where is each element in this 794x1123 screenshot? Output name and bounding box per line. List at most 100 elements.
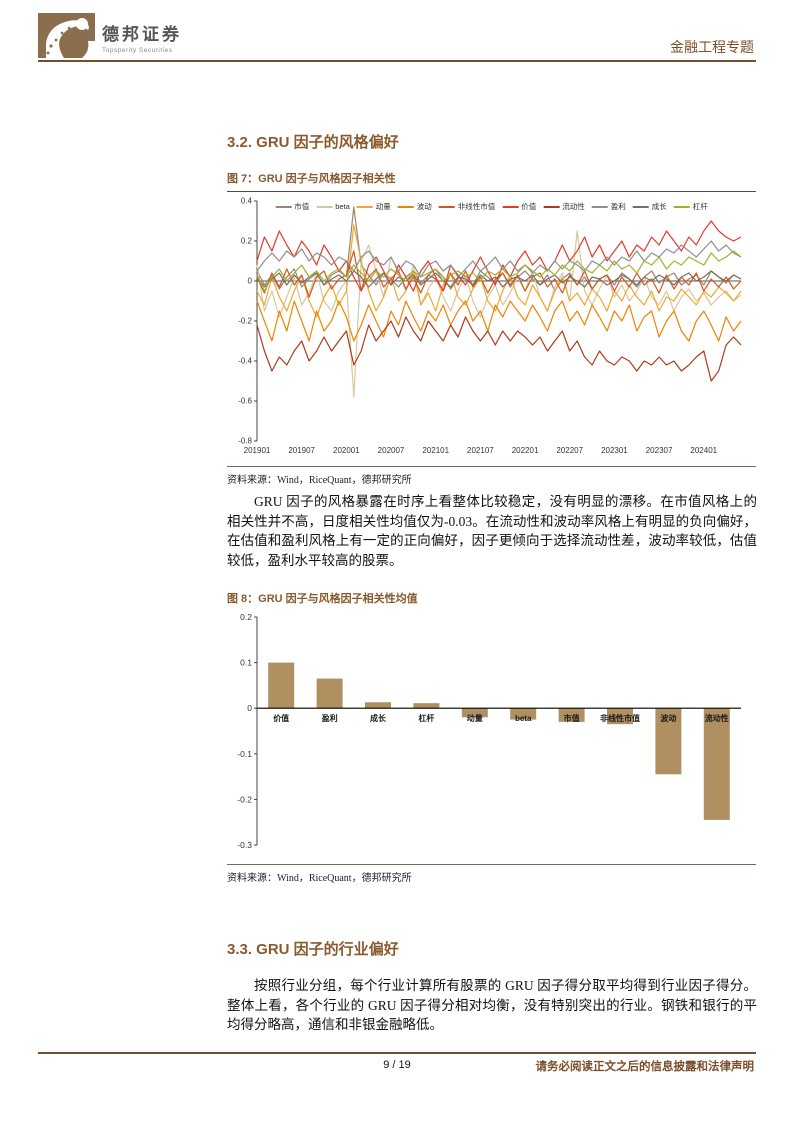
svg-text:0.4: 0.4 <box>241 197 253 206</box>
figure7-caption-rule <box>227 191 756 192</box>
legend-swatch <box>438 205 455 208</box>
svg-text:202401: 202401 <box>690 446 717 455</box>
svg-text:杠杆: 杠杆 <box>418 713 434 723</box>
svg-text:波动: 波动 <box>660 713 676 723</box>
svg-text:非线性市值: 非线性市值 <box>600 713 640 723</box>
figure8-source-rule <box>227 864 756 865</box>
legend-swatch <box>632 205 649 208</box>
series-动量 <box>256 224 742 318</box>
svg-text:-0.6: -0.6 <box>238 397 252 406</box>
svg-text:流动性: 流动性 <box>705 713 729 723</box>
figure7-legend: 市值 beta 动量 波动 非线性市值 价值 流动性 盈利 成长 杠杆 <box>275 201 708 212</box>
legend-label: 成长 <box>651 202 667 211</box>
section-3-3-paragraph: 按照行业分组，每个行业计算所有股票的 GRU 因子得分取平均得到行业因子得分。整… <box>227 978 757 1032</box>
legend-item: 市值 <box>275 201 309 212</box>
legend-item: 波动 <box>397 201 432 212</box>
svg-text:动量: 动量 <box>467 713 483 723</box>
series-市值 <box>256 206 742 292</box>
svg-text:-0.2: -0.2 <box>237 794 252 804</box>
svg-text:0: 0 <box>247 703 252 713</box>
legend-label: 市值 <box>294 202 310 211</box>
bar-非线性市值 <box>607 708 633 725</box>
svg-text:0.1: 0.1 <box>240 658 252 668</box>
document-type-label: 金融工程专题 <box>670 41 754 56</box>
bar-成长 <box>365 702 391 709</box>
legend-label: 流动性 <box>562 202 585 211</box>
section-3-2-title: 3.2. GRU 因子的风格偏好 <box>227 134 399 151</box>
legend-item: 非线性市值 <box>438 201 496 212</box>
svg-text:盈利: 盈利 <box>321 713 338 723</box>
figure8-caption: 图 8：GRU 因子与风格因子相关性均值 <box>227 593 418 605</box>
legend-label: beta <box>335 202 350 211</box>
bar-市值 <box>558 708 585 722</box>
header-rule <box>38 60 756 62</box>
footer-disclaimer: 请务必阅读正文之后的信息披露和法律声明 <box>535 1061 755 1073</box>
figure7-chart: 市值 beta 动量 波动 非线性市值 价值 流动性 盈利 成长 杠杆 0.4 0.2 0 -0.2 -0… <box>227 195 756 464</box>
legend-label: 非线性市值 <box>457 202 496 211</box>
svg-text:-0.8: -0.8 <box>238 437 252 446</box>
legend-label: 动量 <box>375 202 391 211</box>
figure-8: 图 8：GRU 因子与风格因子相关性均值 0.2 0.1 0 -0.1 -0.2 -0.3… <box>227 590 756 884</box>
svg-text:-0.1: -0.1 <box>237 749 252 759</box>
legend-swatch <box>591 205 608 208</box>
svg-text:0.2: 0.2 <box>241 237 253 246</box>
section-3-2-paragraph: GRU 因子的风格暴露在时序上看整体比较稳定，没有明显的漂移。在市值风格上的相关… <box>227 494 757 568</box>
bar-杠杆 <box>413 703 440 709</box>
brand-name-en: Topsperity Securities <box>102 47 173 54</box>
legend-item: 杠杆 <box>673 201 708 212</box>
legend-label: 杠杆 <box>692 202 708 211</box>
figure7-source-rule <box>227 466 756 467</box>
legend-item: 流动性 <box>543 201 585 212</box>
section-3-3-title: 3.3. GRU 因子的行业偏好 <box>227 941 399 958</box>
bar-beta <box>510 708 537 720</box>
series-波动 <box>256 300 742 342</box>
legend-swatch <box>316 205 333 208</box>
series-价值 <box>256 220 742 292</box>
series-杠杆 <box>256 250 742 292</box>
svg-text:0: 0 <box>248 277 253 286</box>
legend-label: 波动 <box>416 202 432 211</box>
legend-label: 价值 <box>521 202 537 211</box>
svg-text:202101: 202101 <box>422 446 449 455</box>
legend-swatch <box>397 205 414 208</box>
legend-item: 价值 <box>502 201 536 212</box>
svg-text:202307: 202307 <box>646 446 673 455</box>
brand-name-cn: 德邦证券 <box>102 25 182 44</box>
svg-text:成长: 成长 <box>370 713 387 723</box>
svg-text:-0.2: -0.2 <box>238 317 252 326</box>
figure-7: 图 7：GRU 因子与风格因子相关性 市值 beta 动量 波动 非线性市值 价值 流动性 盈… <box>227 170 756 486</box>
footer-rule <box>38 1052 756 1054</box>
svg-text:市值: 市值 <box>564 713 580 723</box>
bar-波动 <box>655 708 682 775</box>
legend-label: 盈利 <box>610 202 626 211</box>
legend-swatch <box>275 205 292 208</box>
bar-盈利 <box>316 678 343 709</box>
svg-text:-0.4: -0.4 <box>238 357 252 366</box>
legend-item: 动量 <box>356 201 391 212</box>
legend-swatch <box>356 205 373 208</box>
series-beta <box>256 230 742 398</box>
figure8-source: 资料来源：Wind，RiceQuant，德邦研究所 <box>227 873 412 884</box>
legend-item: 成长 <box>632 201 667 212</box>
figure7-caption: 图 7：GRU 因子与风格因子相关性 <box>227 173 396 185</box>
svg-text:202201: 202201 <box>512 446 539 455</box>
svg-text:202001: 202001 <box>333 446 360 455</box>
svg-text:202107: 202107 <box>467 446 494 455</box>
svg-text:201901: 201901 <box>244 446 271 455</box>
svg-text:-0.3: -0.3 <box>237 840 252 850</box>
svg-text:202207: 202207 <box>556 446 583 455</box>
figure7-source: 资料来源：Wind，RiceQuant，德邦研究所 <box>227 475 412 486</box>
bar-价值 <box>268 662 295 709</box>
svg-text:202301: 202301 <box>601 446 628 455</box>
legend-swatch <box>673 205 690 208</box>
legend-item: 盈利 <box>591 201 626 212</box>
svg-text:202007: 202007 <box>378 446 405 455</box>
figure8-bar-chart: 0.2 0.1 0 -0.1 -0.2 -0.3 价值 盈利 成长 杠杆 动量 beta 市值 非线性市值… <box>237 612 741 850</box>
legend-swatch <box>543 205 560 208</box>
legend-swatch <box>502 205 519 208</box>
series-盈利 <box>256 240 742 278</box>
legend-item: beta <box>316 202 350 211</box>
svg-text:beta: beta <box>515 714 532 723</box>
